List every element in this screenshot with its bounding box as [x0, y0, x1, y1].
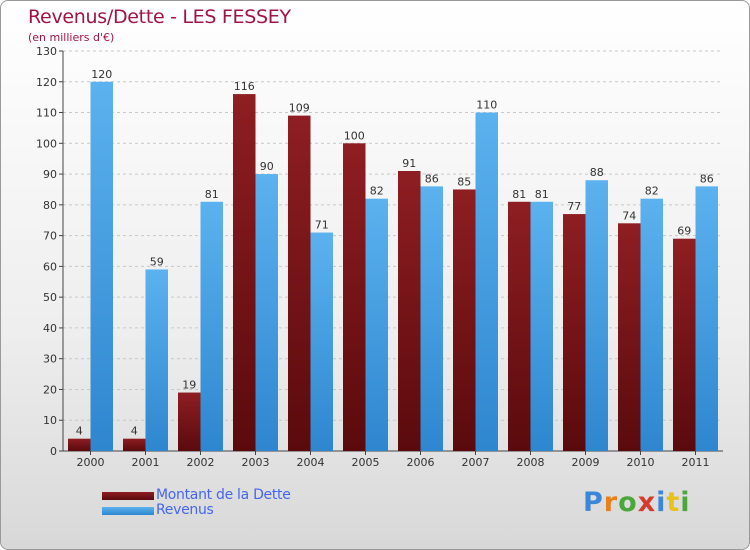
chart-title: Revenus/Dette - LES FESSEY	[28, 6, 291, 28]
x-tick-label: 2002	[187, 456, 215, 469]
x-tick-label: 2003	[242, 456, 270, 469]
bar-debt-2002	[178, 392, 201, 451]
bar-debt-2000	[68, 438, 91, 451]
x-tick-label: 2005	[352, 456, 380, 469]
x-tick-label: 2004	[297, 456, 325, 469]
x-tick-label: 2006	[407, 456, 435, 469]
x-tick-label: 2000	[77, 456, 105, 469]
y-tick-label: 10	[43, 414, 57, 427]
bar-revenue-2000	[90, 81, 113, 452]
bar-debt-2001	[123, 438, 146, 451]
data-label-debt: 74	[622, 209, 636, 222]
logo-letter: i	[656, 487, 667, 518]
legend-label-debt: Montant de la Dette	[156, 487, 291, 503]
data-label-revenue: 81	[535, 188, 549, 201]
bar-revenue-2006	[420, 186, 443, 451]
data-label-debt: 81	[512, 188, 526, 201]
logo-letter: t	[666, 487, 681, 518]
data-label-debt: 91	[402, 157, 416, 170]
data-label-debt: 109	[289, 102, 310, 115]
bar-debt-2003	[233, 94, 256, 452]
data-label-revenue: 71	[315, 219, 329, 232]
x-tick-label: 2010	[627, 456, 655, 469]
bar-revenue-2008	[530, 201, 553, 451]
legend-swatch-debt	[102, 492, 154, 500]
bar-revenue-2003	[255, 174, 278, 452]
x-tick-label: 2008	[517, 456, 545, 469]
y-tick-label: 70	[43, 230, 57, 243]
data-label-revenue: 88	[590, 166, 604, 179]
x-tick-label: 2011	[682, 456, 710, 469]
y-tick-label: 30	[43, 353, 57, 366]
y-tick-label: 90	[43, 168, 57, 181]
bar-revenue-2009	[585, 180, 608, 451]
data-label-revenue: 82	[645, 185, 659, 198]
bar-revenue-2011	[695, 186, 718, 451]
bar-debt-2006	[398, 171, 421, 451]
data-label-revenue: 59	[150, 255, 164, 268]
data-label-revenue: 81	[205, 188, 219, 201]
bars	[68, 81, 718, 452]
data-label-debt: 85	[457, 175, 471, 188]
logo-letter: r	[603, 487, 619, 518]
y-tick-label: 110	[36, 107, 57, 120]
bar-debt-2008	[508, 201, 531, 451]
bar-revenue-2005	[365, 198, 388, 451]
x-tick-label: 2007	[462, 456, 490, 469]
proxiti-logo: Proxiti	[583, 487, 691, 518]
grid-lines	[63, 50, 723, 452]
data-label-revenue: 82	[370, 185, 384, 198]
x-tick-label: 2001	[132, 456, 160, 469]
chart-subtitle: (en milliers d'€)	[28, 31, 115, 44]
y-tick-label: 100	[36, 137, 57, 150]
logo-letter: x	[637, 487, 657, 518]
legend-label-revenue: Revenus	[156, 502, 214, 518]
data-label-revenue: 90	[260, 160, 274, 173]
axes	[59, 50, 723, 455]
y-tick-label: 50	[43, 291, 57, 304]
data-label-revenue: 110	[476, 99, 497, 112]
data-label-debt: 4	[76, 425, 83, 438]
bar-debt-2004	[288, 115, 311, 451]
bar-revenue-2002	[200, 201, 223, 451]
y-tick-label: 80	[43, 199, 57, 212]
data-label-debt: 100	[344, 129, 365, 142]
logo-letter: P	[583, 487, 604, 518]
logo-letter: i	[680, 487, 691, 518]
y-tick-label: 120	[36, 76, 57, 89]
labels: 0 10 20 30 40 50 60 70 80 90 100 110 120 130 2000 4 120 2…	[36, 45, 714, 469]
bar-debt-2010	[618, 223, 641, 451]
legend-swatch-revenue	[102, 507, 154, 515]
y-tick-label: 130	[36, 45, 57, 58]
data-label-debt: 4	[131, 425, 138, 438]
logo-letter: o	[618, 487, 638, 518]
data-label-debt: 116	[234, 80, 255, 93]
bar-debt-2007	[453, 189, 476, 451]
data-label-revenue: 120	[91, 68, 112, 81]
data-label-revenue: 86	[700, 172, 714, 185]
bar-revenue-2010	[640, 198, 663, 451]
y-tick-label: 60	[43, 260, 57, 273]
data-label-debt: 69	[677, 225, 691, 238]
data-label-debt: 19	[182, 379, 196, 392]
bar-debt-2011	[673, 238, 696, 451]
y-tick-label: 40	[43, 322, 57, 335]
y-tick-label: 20	[43, 383, 57, 396]
y-tick-label: 0	[50, 445, 57, 458]
bar-revenue-2001	[145, 269, 168, 451]
bar-debt-2005	[343, 143, 366, 452]
bar-revenue-2004	[310, 232, 333, 451]
data-label-debt: 77	[567, 200, 581, 213]
x-tick-label: 2009	[572, 456, 600, 469]
bar-revenue-2007	[475, 112, 498, 452]
data-label-revenue: 86	[425, 172, 439, 185]
bar-debt-2009	[563, 214, 586, 451]
